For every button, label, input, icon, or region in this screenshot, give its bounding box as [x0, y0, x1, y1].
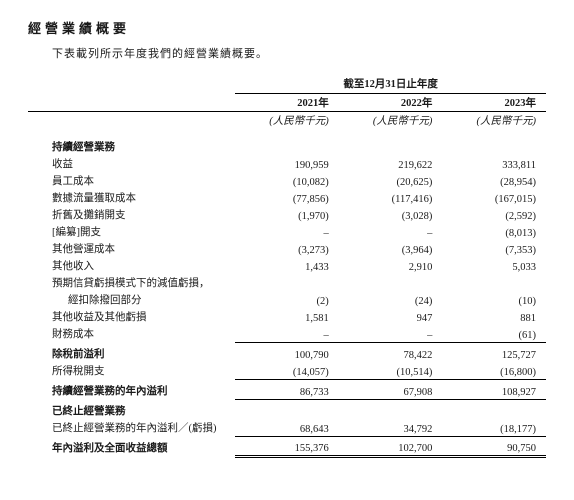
table-row: 折舊及攤銷開支(1,970)(3,028)(2,592) — [28, 206, 546, 223]
table-row: 其他收益及其他虧損1,581947881 — [28, 308, 546, 325]
table-row: 其他營運成本(3,273)(3,964)(7,353) — [28, 240, 546, 257]
year-col-2: 2022年 — [339, 94, 443, 112]
period-caption: 截至12月31日止年度 — [235, 75, 546, 94]
financial-table: 截至12月31日止年度 2021年 2022年 2023年 (人民幣千元) (人… — [28, 75, 546, 458]
discontinued-ops-header: 已終止經營業務 — [28, 402, 235, 419]
table-row: 除稅前溢利100,79078,422125,727 — [28, 345, 546, 362]
unit-3: (人民幣千元) — [442, 112, 546, 133]
continuing-ops-header: 持續經營業務 — [28, 138, 235, 155]
table-row: 已終止經營業務的年內溢利／(虧損)68,64334,792(18,177) — [28, 419, 546, 436]
table-row: [編纂]開支––(8,013) — [28, 223, 546, 240]
table-row: 員工成本(10,082)(20,625)(28,954) — [28, 172, 546, 189]
table-row: 收益190,959219,622333,811 — [28, 155, 546, 172]
table-row: 財務成本––(61) — [28, 325, 546, 342]
unit-1: (人民幣千元) — [235, 112, 339, 133]
table-row: 所得稅開支(14,057)(10,514)(16,800) — [28, 362, 546, 379]
unit-2: (人民幣千元) — [339, 112, 443, 133]
table-row: 年內溢利及全面收益總額155,376102,70090,750 — [28, 439, 546, 456]
table-row: 經扣除撥回部分(2)(24)(10) — [28, 291, 546, 308]
year-col-1: 2021年 — [235, 94, 339, 112]
table-row: 預期信貸虧損模式下的減值虧損， — [28, 274, 546, 291]
subtitle-text: 下表載列所示年度我們的經營業績概要。 — [52, 45, 546, 61]
year-col-3: 2023年 — [442, 94, 546, 112]
table-row: 數據流量獲取成本(77,856)(117,416)(167,015) — [28, 189, 546, 206]
section-title: 經營業績概要 — [28, 18, 546, 37]
table-row: 持續經營業務的年內溢利86,73367,908108,927 — [28, 382, 546, 399]
table-row: 其他收入1,4332,9105,033 — [28, 257, 546, 274]
